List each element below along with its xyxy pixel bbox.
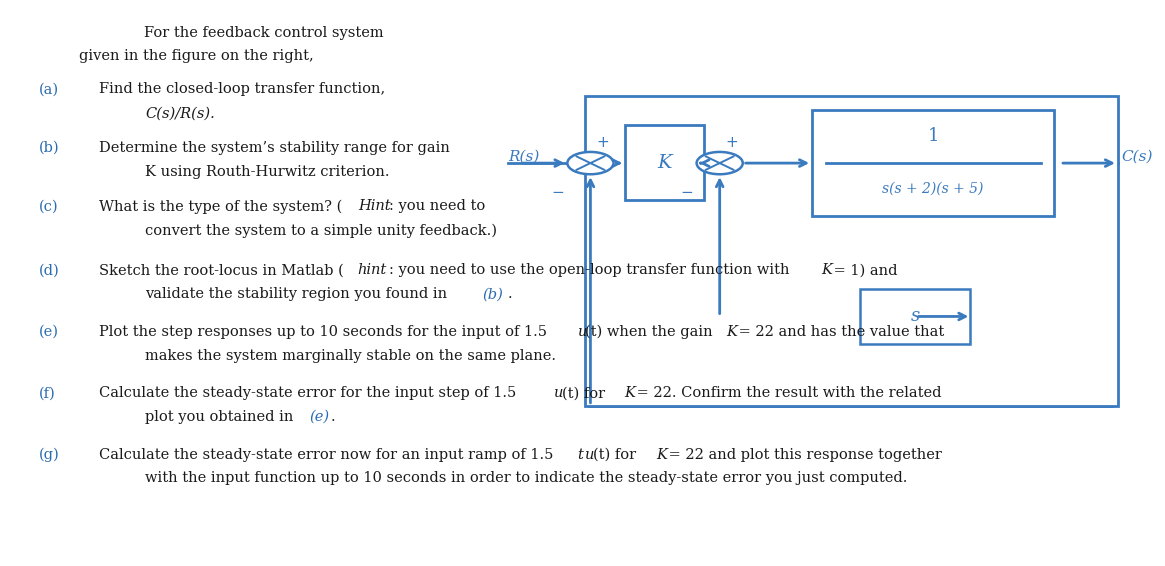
Text: convert the system to a simple unity feedback.): convert the system to a simple unity fee… xyxy=(144,224,497,238)
Text: Calculate the steady-state error for the input step of 1.5: Calculate the steady-state error for the… xyxy=(99,386,516,400)
Text: .: . xyxy=(331,410,336,424)
Text: given in the figure on the right,: given in the figure on the right, xyxy=(79,49,313,63)
Text: s: s xyxy=(911,307,920,325)
Text: R(s): R(s) xyxy=(508,149,539,164)
Text: Hint: Hint xyxy=(358,199,390,213)
Text: (t) for: (t) for xyxy=(593,448,641,461)
Text: K using Routh-Hurwitz criterion.: K using Routh-Hurwitz criterion. xyxy=(144,165,389,179)
Text: 1: 1 xyxy=(927,127,939,145)
Text: (a): (a) xyxy=(38,82,59,96)
Text: plot you obtained in: plot you obtained in xyxy=(144,410,298,424)
Circle shape xyxy=(697,152,743,174)
Text: Determine the system’s stability range for gain: Determine the system’s stability range f… xyxy=(99,141,450,155)
Bar xyxy=(861,289,970,344)
Text: makes the system marginally stable on the same plane.: makes the system marginally stable on th… xyxy=(144,349,556,363)
Text: Find the closed-loop transfer function,: Find the closed-loop transfer function, xyxy=(99,82,386,96)
Text: with the input function up to 10 seconds in order to indicate the steady-state e: with the input function up to 10 seconds… xyxy=(144,471,908,486)
Text: : you need to: : you need to xyxy=(389,199,486,213)
Bar xyxy=(585,96,1118,406)
Text: +: + xyxy=(726,135,739,151)
Text: For the feedback control system: For the feedback control system xyxy=(144,27,383,41)
Text: K: K xyxy=(657,154,671,172)
Text: s(s + 2)(s + 5): s(s + 2)(s + 5) xyxy=(883,181,984,195)
Text: C(s)/R(s).: C(s)/R(s). xyxy=(144,106,214,120)
Text: u: u xyxy=(578,325,587,339)
Text: (d): (d) xyxy=(38,264,59,277)
Text: (e): (e) xyxy=(310,410,330,424)
Text: (b): (b) xyxy=(38,141,59,155)
Text: u: u xyxy=(555,386,564,400)
Text: K: K xyxy=(624,386,635,400)
Text: validate the stability region you found in: validate the stability region you found … xyxy=(144,288,452,302)
Text: hint: hint xyxy=(358,264,387,277)
Text: Calculate the steady-state error now for an input ramp of 1.5: Calculate the steady-state error now for… xyxy=(99,448,553,461)
Text: u: u xyxy=(585,448,594,461)
Text: Sketch the root-locus in Matlab (: Sketch the root-locus in Matlab ( xyxy=(99,264,344,277)
Text: +: + xyxy=(596,135,609,151)
Text: Plot the step responses up to 10 seconds for the input of 1.5: Plot the step responses up to 10 seconds… xyxy=(99,325,546,339)
Text: C(s): C(s) xyxy=(1121,149,1153,164)
Text: (b): (b) xyxy=(482,288,503,302)
Text: K: K xyxy=(656,448,666,461)
Text: (f): (f) xyxy=(38,386,56,400)
Text: (t) for: (t) for xyxy=(562,386,609,400)
Text: = 22. Confirm the result with the related: = 22. Confirm the result with the relate… xyxy=(633,386,942,400)
Text: (e): (e) xyxy=(38,325,58,339)
Text: (g): (g) xyxy=(38,448,59,462)
Text: −: − xyxy=(680,186,693,200)
Text: −: − xyxy=(551,186,564,200)
Text: = 22 and plot this response together: = 22 and plot this response together xyxy=(664,448,941,461)
Text: (t) when the gain: (t) when the gain xyxy=(585,325,718,339)
Text: .: . xyxy=(508,288,513,302)
Circle shape xyxy=(567,152,614,174)
Bar xyxy=(812,110,1054,216)
Text: K: K xyxy=(821,264,832,277)
Text: K: K xyxy=(727,325,737,339)
Text: t: t xyxy=(578,448,584,461)
Bar xyxy=(626,125,704,200)
Text: = 1) and: = 1) and xyxy=(828,264,897,277)
Text: = 22 and has the value that: = 22 and has the value that xyxy=(734,325,945,339)
Text: : you need to use the open-loop transfer function with: : you need to use the open-loop transfer… xyxy=(389,264,795,277)
Text: (c): (c) xyxy=(38,199,58,213)
Text: What is the type of the system? (: What is the type of the system? ( xyxy=(99,199,343,214)
